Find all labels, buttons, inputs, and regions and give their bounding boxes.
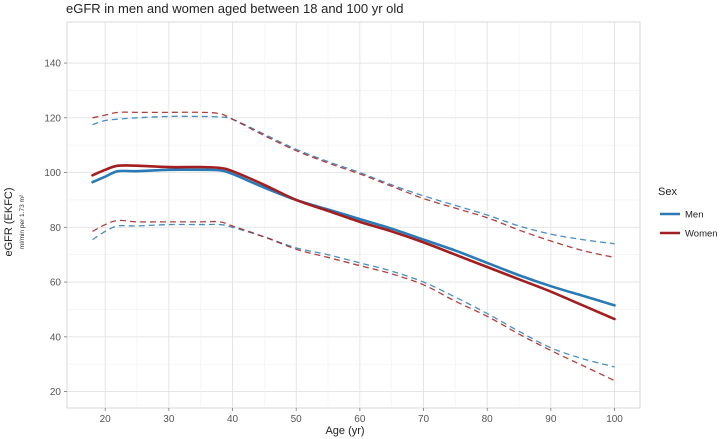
x-tick-label: 50: [291, 414, 303, 425]
y-axis-unit: ml/min per 1.73 m²: [19, 194, 26, 249]
x-tick-label: 100: [606, 414, 623, 425]
series-women-median-line: [91, 164, 616, 321]
x-tick-label: 60: [354, 414, 366, 425]
series-lines: [91, 111, 616, 382]
chart-title: eGFR in men and women aged between 18 an…: [66, 1, 404, 16]
axis-ticks: 20 40 60 80 100 120 140 20 30 40 50 60 70 80 90 100: [44, 59, 623, 425]
x-tick-label: 70: [418, 414, 430, 425]
grid: [67, 22, 640, 408]
y-tick-label: 40: [50, 332, 62, 343]
x-tick-label: 20: [100, 414, 112, 425]
x-tick-label: 30: [163, 414, 175, 425]
plot-panel: [66, 21, 641, 409]
y-tick-label: 60: [50, 278, 62, 289]
x-axis-label: Age (yr): [325, 425, 364, 437]
y-tick-label: 120: [44, 113, 61, 124]
y-tick-label: 80: [50, 223, 62, 234]
y-tick-label: 100: [44, 168, 61, 179]
x-tick-label: 90: [545, 414, 557, 425]
x-tick-label: 40: [227, 414, 239, 425]
series-men-upper-band: [92, 115, 615, 245]
legend-label-men: Men: [685, 210, 703, 221]
y-axis-label: eGFR (EKFC): [3, 187, 15, 256]
series-women-upper-band: [92, 111, 615, 259]
legend-label-women: Women: [685, 229, 718, 240]
legend-title: Sex: [658, 186, 677, 198]
legend: Sex Men Women: [658, 186, 718, 240]
series-men-lower-band: [92, 223, 615, 368]
y-tick-label: 20: [50, 387, 62, 398]
y-tick-label: 140: [44, 59, 61, 70]
panel-border: [66, 21, 641, 409]
x-tick-label: 80: [482, 414, 494, 425]
